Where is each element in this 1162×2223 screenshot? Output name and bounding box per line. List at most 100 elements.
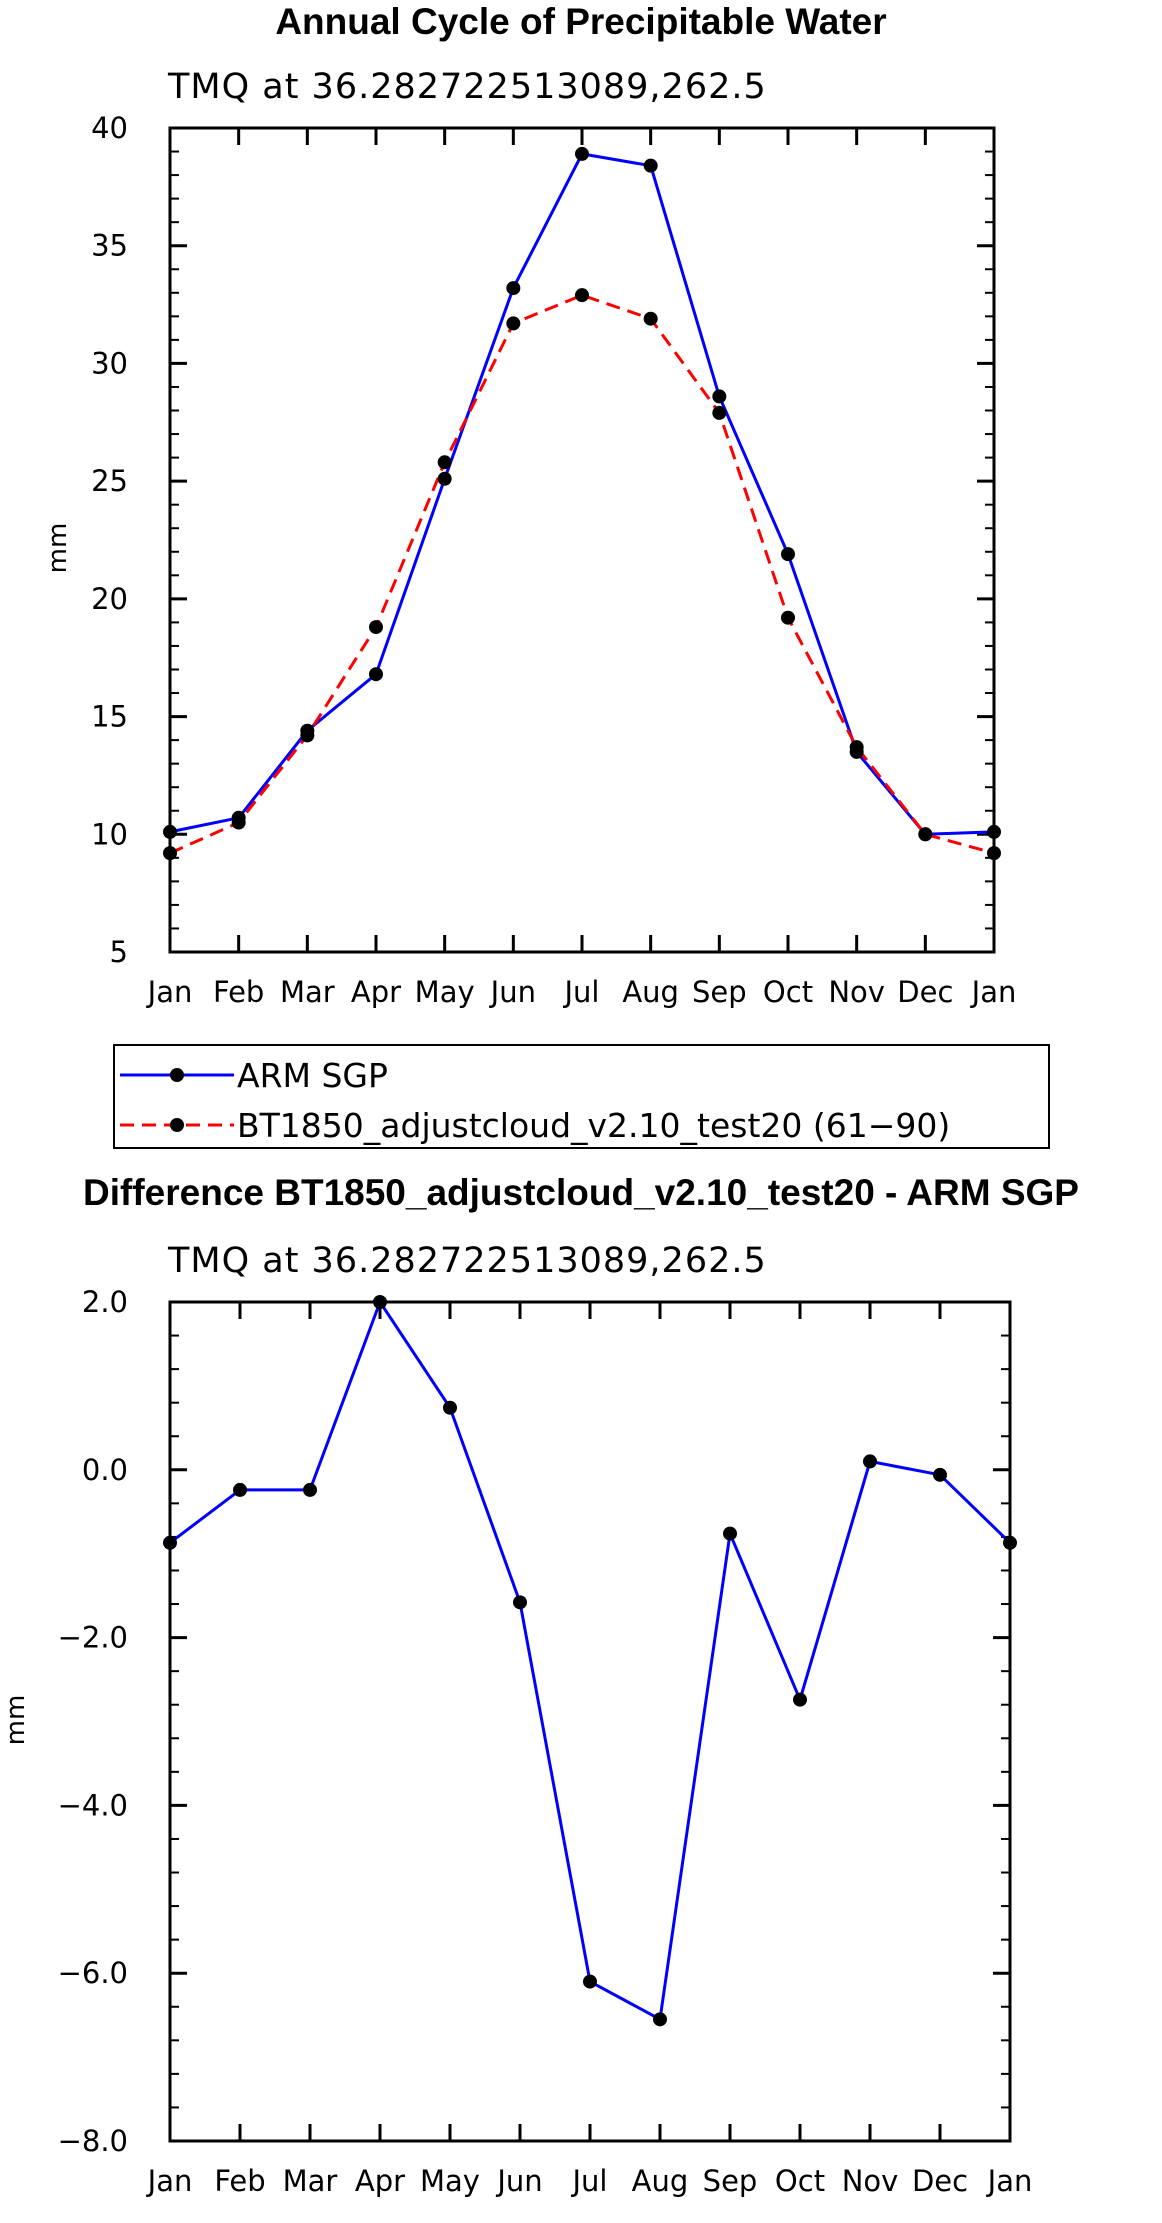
- data-point: [987, 824, 1001, 839]
- data-point: [781, 610, 795, 625]
- legend-label-arm: ARM SGP: [237, 1056, 388, 1095]
- data-point: [849, 740, 864, 755]
- x-tick-label: Jan: [146, 2164, 193, 2198]
- data-point: [163, 846, 177, 861]
- data-point: [723, 1526, 737, 1541]
- data-point: [163, 824, 177, 839]
- series-line-0: [169, 1300, 1012, 2021]
- x-tick-label: Dec: [897, 975, 953, 1009]
- data-point: [300, 728, 315, 743]
- series-line-0: [169, 152, 995, 836]
- y-tick-label: 15: [91, 700, 128, 734]
- data-point: [575, 146, 589, 161]
- data-point: [369, 620, 383, 635]
- x-tick-label: Jun: [495, 2164, 542, 2198]
- plot-axes: [168, 126, 996, 954]
- y-tick-label: 35: [91, 229, 128, 263]
- y-axis-label: mm: [43, 523, 73, 574]
- plot-frame: [168, 1300, 1012, 2143]
- data-point: [712, 389, 727, 404]
- x-tick-label: Nov: [828, 975, 885, 1009]
- data-point: [437, 471, 452, 486]
- y-axis-label: mm: [1, 1695, 31, 1746]
- data-point: [781, 547, 795, 562]
- data-point: [583, 1974, 597, 1989]
- y-tick-label: 40: [91, 111, 128, 145]
- x-tick-label: Dec: [912, 2164, 968, 2198]
- y-tick-label: 2.0: [82, 1285, 128, 1319]
- x-tick-label: May: [420, 2164, 480, 2198]
- data-point: [443, 1400, 457, 1415]
- x-tick-label: Apr: [351, 975, 401, 1009]
- x-tick-label: Sep: [692, 975, 747, 1009]
- data-point: [233, 1482, 247, 1497]
- data-point: [437, 455, 452, 470]
- data-point: [793, 1692, 807, 1707]
- chart-subtitle: TMQ at 36.282722513089,262.5: [167, 67, 767, 107]
- chart-title: Difference BT1850_adjustcloud_v2.10_test…: [83, 1172, 1079, 1213]
- data-point: [643, 158, 658, 173]
- x-tick-labels: Jan Feb Mar Apr May Jun Jul Aug Sep Oct Nov Dec Jan: [146, 975, 1017, 1009]
- data-point: [506, 281, 521, 296]
- x-tick-label: Sep: [703, 2164, 758, 2198]
- legend-marker-arm: [170, 1068, 184, 1082]
- x-tick-label: Aug: [632, 2164, 689, 2198]
- chart-subtitle: TMQ at 36.282722513089,262.5: [167, 1241, 767, 1281]
- y-tick-label: −4.0: [58, 1788, 128, 1822]
- x-tick-label: Oct: [763, 975, 813, 1009]
- data-point: [643, 311, 658, 326]
- y-tick-label: 25: [91, 464, 128, 498]
- legend-box: [113, 1044, 1050, 1149]
- data-point: [369, 667, 383, 682]
- y-tick-label: −2.0: [58, 1621, 128, 1655]
- x-tick-label: May: [415, 975, 475, 1009]
- data-point: [513, 1595, 527, 1610]
- y-tick-labels: 5 10 15 20 25 30 35 40: [91, 111, 128, 969]
- y-tick-label: 30: [91, 346, 128, 380]
- data-point: [863, 1454, 877, 1469]
- x-tick-label: Mar: [280, 975, 335, 1009]
- axis-ticks: [168, 1300, 1012, 2143]
- x-tick-label: Jul: [563, 975, 600, 1009]
- y-tick-label: 5: [110, 935, 128, 969]
- x-tick-label: Jun: [489, 975, 536, 1009]
- x-tick-label: Nov: [842, 2164, 899, 2198]
- x-tick-label: Jan: [986, 2164, 1033, 2198]
- y-tick-label: 20: [91, 582, 128, 616]
- data-series: [163, 146, 1001, 861]
- y-tick-label: −6.0: [58, 1956, 128, 1990]
- x-tick-label: Jan: [970, 975, 1017, 1009]
- x-tick-label: Mar: [283, 2164, 338, 2198]
- y-tick-labels: −8.0 −6.0 −4.0 −2.0 0.0 2.0: [58, 1285, 128, 2158]
- y-tick-label: −8.0: [58, 2124, 128, 2158]
- x-tick-label: Feb: [213, 975, 264, 1009]
- x-tick-label: Jan: [146, 975, 193, 1009]
- x-tick-labels: Jan Feb Mar Apr May Jun Jul Aug Sep Oct Nov Dec Jan: [146, 2164, 1033, 2198]
- y-tick-label: 10: [91, 817, 128, 851]
- x-tick-label: Jul: [571, 2164, 608, 2198]
- legend: ARM SGP BT1850_adjustcloud_v2.10_test20 …: [113, 1044, 1050, 1149]
- data-point: [575, 288, 589, 303]
- x-tick-label: Aug: [622, 975, 679, 1009]
- legend-marker-model: [170, 1118, 184, 1132]
- x-tick-label: Apr: [355, 2164, 405, 2198]
- chart-title: Annual Cycle of Precipitable Water: [275, 1, 886, 42]
- data-point: [506, 316, 521, 331]
- data-point: [933, 1467, 947, 1482]
- data-series: [163, 1295, 1017, 2027]
- data-point: [712, 405, 727, 420]
- annual-cycle-chart: Annual Cycle of Precipitable Water TMQ a…: [43, 1, 1050, 1149]
- data-point: [653, 2012, 667, 2027]
- data-point: [231, 815, 246, 830]
- data-point: [303, 1482, 317, 1497]
- difference-chart: Difference BT1850_adjustcloud_v2.10_test…: [1, 1172, 1079, 2198]
- data-point: [918, 827, 933, 842]
- y-tick-label: 0.0: [82, 1453, 128, 1487]
- axis-ticks: [168, 126, 996, 954]
- data-point: [987, 846, 1001, 861]
- x-tick-label: Feb: [214, 2164, 265, 2198]
- x-tick-label: Oct: [775, 2164, 825, 2198]
- plot-frame: [168, 126, 996, 954]
- data-point: [1003, 1535, 1017, 1550]
